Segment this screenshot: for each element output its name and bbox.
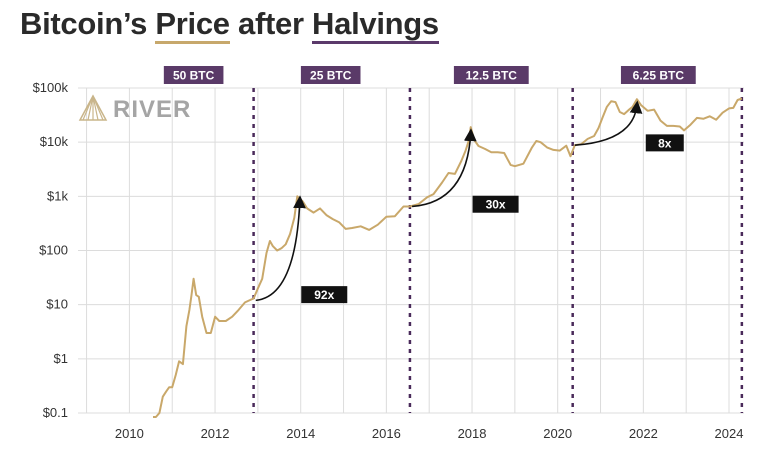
- halving-badge-label: 25 BTC: [310, 69, 352, 83]
- multiplier-box: [301, 286, 348, 304]
- y-tick-label: $0.1: [43, 405, 68, 420]
- y-tick-label: $1: [54, 351, 68, 366]
- x-tick-label: 2014: [286, 426, 315, 441]
- x-tick-label: 2018: [458, 426, 487, 441]
- river-logo-text: RIVER: [113, 96, 191, 123]
- x-tick-label: 2016: [372, 426, 401, 441]
- title-part-bitcoins: Bitcoin’s: [20, 6, 156, 41]
- multiplier-arrow: [574, 100, 643, 146]
- x-tick-label: 2012: [201, 426, 230, 441]
- halving-badge: [163, 66, 224, 84]
- y-tick-label: $1k: [47, 188, 68, 203]
- title-part-price: Price: [155, 6, 230, 44]
- multiplier-box: [472, 195, 519, 213]
- multiplier-annotations: 92x 30x 8x: [255, 100, 684, 304]
- halving-badge: [300, 66, 361, 84]
- x-tick-label: 2020: [543, 426, 572, 441]
- halving-markers: 50 BTC 25 BTC 12.5 BTC 6.25 BTC: [163, 66, 744, 413]
- river-logo-icon: [78, 94, 108, 121]
- y-axis: $100k $10k $1k $100 $10 $1 $0.1: [33, 80, 69, 420]
- multiplier-arrow: [412, 128, 477, 208]
- y-tick-label: $10: [46, 297, 68, 312]
- chart-title: Bitcoin’s Price after Halvings: [20, 6, 439, 44]
- halving-badge-label: 6.25 BTC: [633, 69, 685, 83]
- y-tick-label: $10k: [40, 134, 69, 149]
- halving-badge-label: 12.5 BTC: [466, 69, 518, 83]
- multiplier-label: 92x: [314, 288, 334, 302]
- halving-badge: [620, 66, 696, 84]
- x-axis: 2010 2012 2014 2016 2018 2020 2022 2024: [115, 426, 744, 441]
- title-part-after: after: [229, 6, 313, 41]
- multiplier-label: 8x: [658, 136, 672, 150]
- title-part-halvings: Halvings: [312, 6, 439, 44]
- multiplier-arrow: [255, 195, 306, 302]
- x-tick-label: 2010: [115, 426, 144, 441]
- halving-badge-label: 50 BTC: [173, 69, 215, 83]
- multiplier-label: 30x: [486, 198, 506, 212]
- x-tick-label: 2022: [629, 426, 658, 441]
- halving-badge: [453, 66, 529, 84]
- y-tick-label: $100: [39, 243, 68, 258]
- y-tick-label: $100k: [33, 80, 69, 95]
- multiplier-box: [645, 134, 684, 152]
- x-tick-label: 2024: [715, 426, 744, 441]
- river-logo: RIVER: [78, 94, 191, 123]
